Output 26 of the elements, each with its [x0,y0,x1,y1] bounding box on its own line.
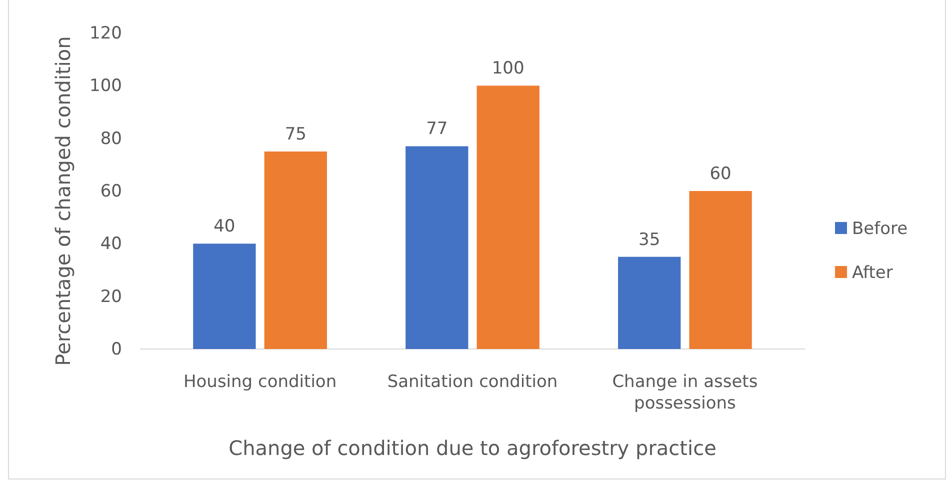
x-tick-label: Sanitation condition [387,372,558,392]
y-tick-label: 20 [100,286,122,307]
y-tick-label: 40 [100,234,122,254]
bar [476,86,540,349]
data-label: 77 [426,119,448,140]
data-label: 75 [284,124,306,144]
bar [264,152,327,349]
x-tick-label: Housing condition [183,372,337,392]
y-tick-label: 60 [100,181,122,202]
x-tick-label: Change in assets possessions [612,372,758,414]
bar [406,146,468,349]
data-label: 40 [214,216,236,237]
y-tick-label: 120 [90,23,122,44]
y-axis-title: Percentage of changed condition [51,36,75,366]
bar [689,191,752,349]
legend-label: Before [852,219,908,239]
x-axis-title: Change of condition due to agroforestry practice [228,436,716,460]
y-tick-label: 80 [100,128,122,149]
data-label: 35 [638,230,660,250]
data-label: 60 [710,164,732,184]
legend-label: After [852,263,893,283]
y-tick-label: 0 [111,339,122,360]
data-label: 100 [492,58,524,79]
bar [618,256,681,349]
y-tick-label: 100 [90,76,122,96]
bar [193,244,256,349]
